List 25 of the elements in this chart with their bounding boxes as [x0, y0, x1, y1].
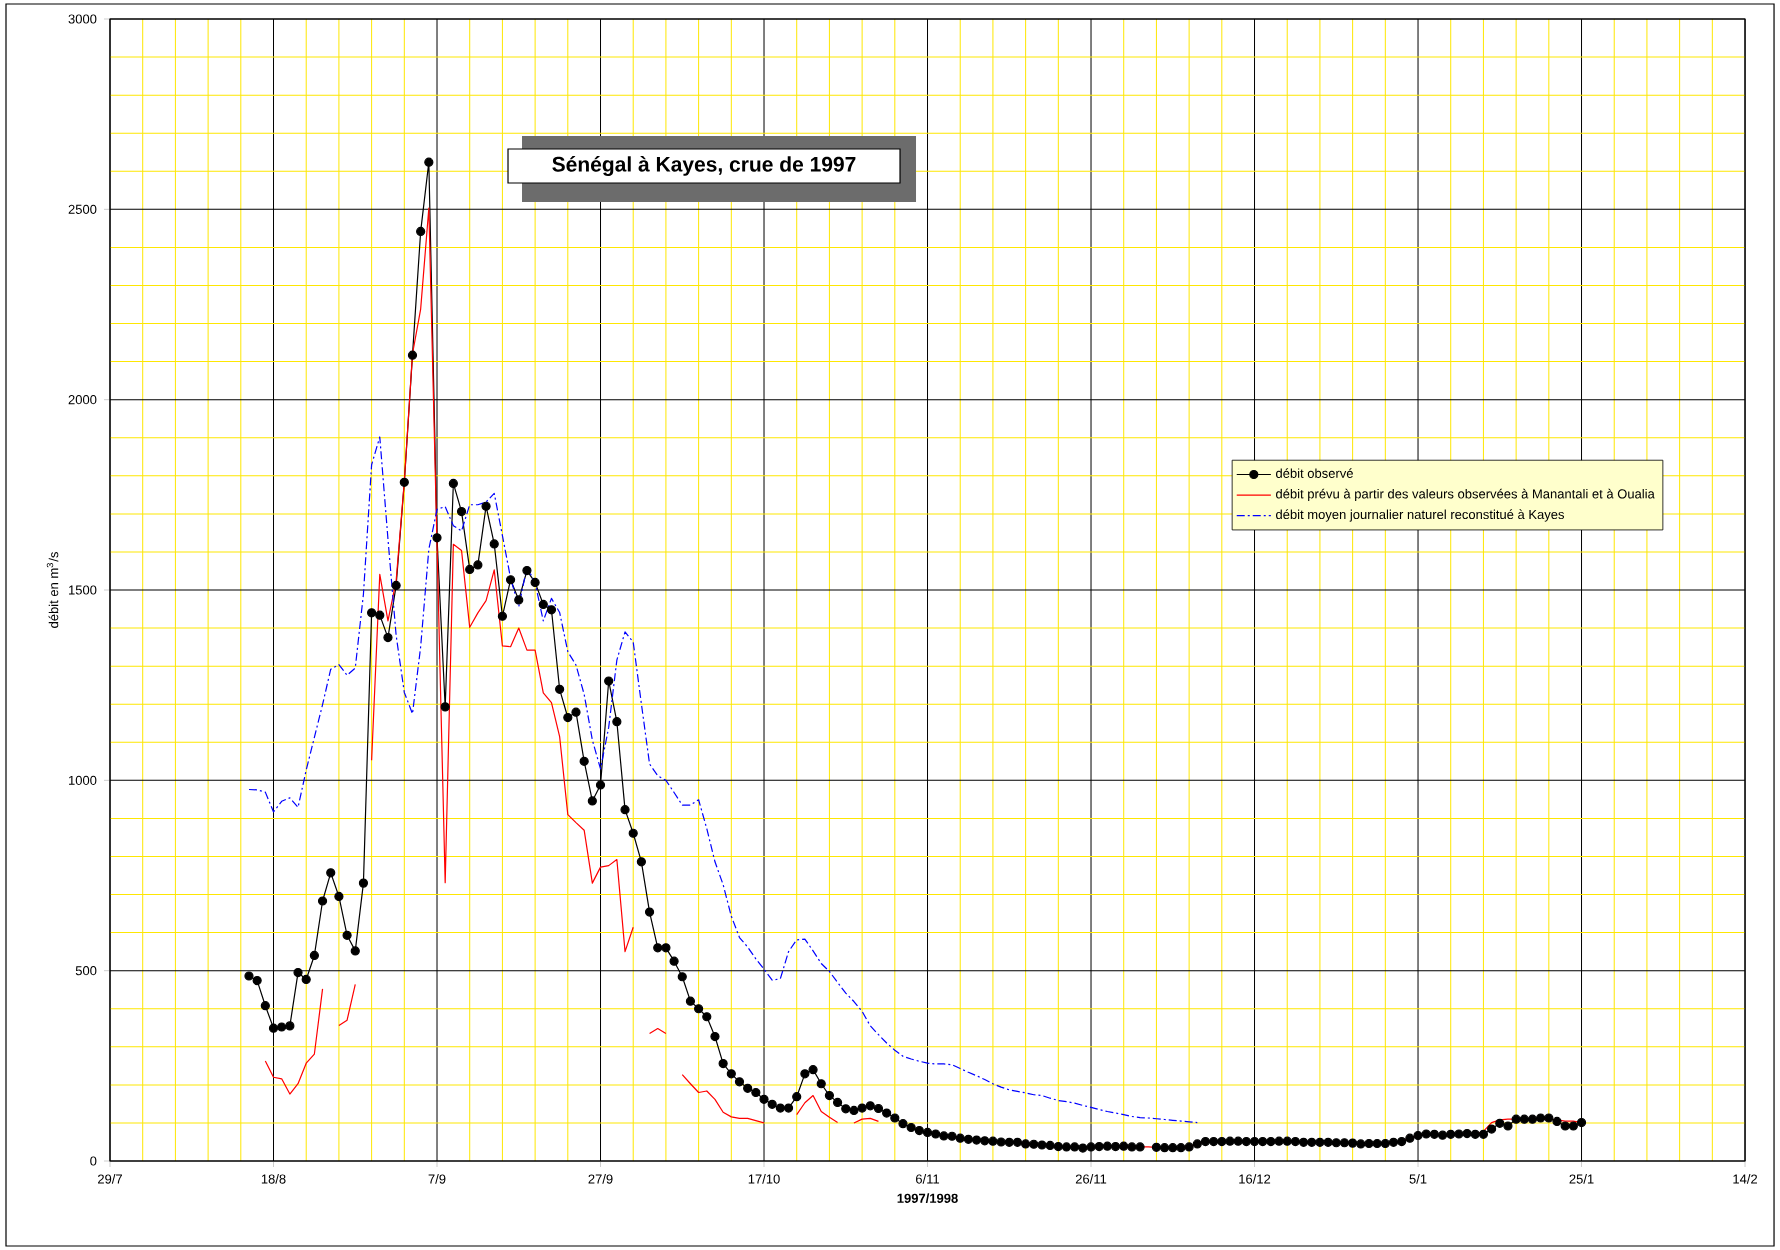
y-tick-label: 2500 [68, 204, 97, 214]
x-tick-label: 26/11 [1075, 1174, 1107, 1184]
x-axis-title: 1997/1998 [897, 1193, 958, 1204]
y-tick-label: 1500 [69, 585, 97, 595]
text: Sénégal à Kayes, crue de 1997 [552, 156, 856, 176]
x-tick-label: 17/10 [748, 1174, 780, 1184]
x-tick-label: 29/7 [98, 1174, 122, 1184]
x-tick-label: 6/11 [916, 1174, 940, 1184]
x-tick-label: 5/1 [1409, 1174, 1427, 1184]
y-tick-label: 3000 [68, 14, 97, 24]
line-series [248, 436, 1198, 1124]
x-tick-label: 18/8 [261, 1174, 286, 1184]
y-tick-label: 500 [75, 966, 97, 976]
legend-label: débit moyen journalier naturel reconstitué à Kayes [1276, 509, 1565, 522]
y-axis-title: débit en m$^{3}$/s [46, 552, 59, 628]
x-tick-label: 27/9 [588, 1174, 613, 1184]
x-tick-label: 14/2 [1733, 1174, 1757, 1184]
x-tick-label: 16/12 [1239, 1174, 1271, 1184]
y-tick-label: 1000 [69, 775, 97, 785]
x-tick-label: 25/1 [1569, 1174, 1594, 1184]
legend-label: débit observé [1276, 468, 1353, 478]
x-tick-label: 7/9 [428, 1174, 446, 1184]
y-tick-label: 2000 [68, 395, 97, 405]
legend-label: débit prévu à partir des valeurs observées à Manantali et à Oualia [1276, 488, 1655, 502]
y-tick-label: 0 [90, 1156, 97, 1166]
